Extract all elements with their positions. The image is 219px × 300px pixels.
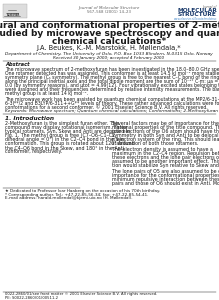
Text: chemical calculations*: chemical calculations* [52, 37, 166, 46]
Text: 6-3I**/2 and B3LYP/6-311++G** levels of theory. These rather advanced calculatio: 6-3I**/2 and B3LYP/6-311++G** levels of … [5, 101, 219, 106]
Text: pairs and those of O6 should exist in Anti. Moreover,: pairs and those of O6 should exist in An… [112, 182, 219, 187]
Text: Received 30 January 2000; accepted 4 February 2000: Received 30 January 2000; accepted 4 Feb… [53, 56, 164, 60]
Text: conformations for a second conformer. © 2001 Elsevier Science B.V. All rights re: conformations for a second conformer. © … [5, 105, 208, 110]
Text: Several factors may be of importance for the confor-: Several factors may be of importance for… [112, 122, 219, 127]
Text: dihedral angle = 0°) in the C2–C4 bond in the Syn: dihedral angle = 0°) in the C2–C4 bond i… [5, 137, 124, 142]
Text: Journal of: Journal of [203, 5, 217, 9]
Text: along the principal inertial axes and the total dipole moment are the sum of 10⁻: along the principal inertial axes and th… [5, 79, 219, 84]
Text: J.A. Beukes, K.-M. Marstokk, H. Møllendala,*: J.A. Beukes, K.-M. Marstokk, H. Møllenda… [37, 45, 181, 51]
Text: assumed to be another important effect. This interac-: assumed to be another important effect. … [112, 160, 219, 164]
Text: www.elsevier.nl/locate/molstruc: www.elsevier.nl/locate/molstruc [173, 17, 217, 21]
Text: maximum in the C2–C4 region. Repulsion between: maximum in the C2–C4 region. Repulsion b… [112, 152, 219, 157]
Text: ELSEVIER: ELSEVIER [7, 13, 20, 17]
Text: typical rotamers, Syn, Skew and Anti are depicted in: typical rotamers, Syn, Skew and Anti are… [5, 130, 130, 134]
Text: E-mail address: harald.mollendal@kjemi.uio.no (H. Møllendal).: E-mail address: harald.mollendal@kjemi.u… [5, 196, 132, 200]
Bar [3, 4, 27, 18]
Text: symmetry in both Syn and Anti to be delocalized into: symmetry in both Syn and Anti to be delo… [112, 134, 219, 139]
Text: conformer, respectively.: conformer, respectively. [5, 149, 62, 154]
Text: 567–568 (2001) 14–23: 567–568 (2001) 14–23 [87, 10, 131, 14]
Text: Department of Chemistry, The University of Oslo, P.O. Box 1033 Blindern, N-0315 : Department of Chemistry, The University … [5, 52, 213, 56]
Text: stabilization of both those rotamers.: stabilization of both those rotamers. [112, 142, 198, 146]
Text: 0.0 (by symmetry reasons), and μtot = 4.99(12). Four vibrationally excited state: 0.0 (by symmetry reasons), and μtot = 4.… [5, 83, 219, 88]
Text: The microwave work has been assisted by quantum chemical computations at the MP2: The microwave work has been assisted by … [5, 97, 219, 102]
Text: STRUCTURE: STRUCTURE [178, 13, 217, 17]
Text: Abstract: Abstract [5, 62, 30, 68]
Text: mational properties of the title compound. The lone: mational properties of the title compoun… [112, 125, 219, 130]
Text: these electrons and the lone pair electrons of O6 is: these electrons and the lone pair electr… [112, 155, 219, 160]
Text: conformation. This group is rotated about 120° around: conformation. This group is rotated abou… [5, 142, 135, 146]
Text: symmetry plane (Cₛ symmetry). The methyl group is free to the nearest C–C bond o: symmetry plane (Cₛ symmetry). The methyl… [5, 75, 219, 80]
Text: Keywords: Microwave spectrum; Quantum chemical calculations; Conformations; 2-Me: Keywords: Microwave spectrum; Quantum ch… [5, 110, 218, 113]
Text: The lone pairs of O5 are also assumed to be of: The lone pairs of O5 are also assumed to… [112, 169, 219, 175]
Text: One rotamer detected has was assigned. This conformer is at least 14.5 kJ mol⁻¹ : One rotamer detected has was assigned. T… [5, 71, 219, 76]
Text: PII: S0022-2860(01)00511-2: PII: S0022-2860(01)00511-2 [5, 296, 58, 300]
Text: Fig. 1. The methyl group is free (C7–O6–C1–C2: Fig. 1. The methyl group is free (C7–O6–… [5, 134, 115, 139]
Text: importance for the conformational properties. A: importance for the conformational proper… [112, 173, 219, 178]
Text: the C4–O6 bond in the Skew, and 180° in the Anti: the C4–O6 bond in the Skew, and 180° in … [5, 146, 124, 151]
Text: Journal of Molecular Structure: Journal of Molecular Structure [78, 6, 140, 10]
Text: tion would stabilize Syn relative to Skew and Anti.: tion would stabilize Syn relative to Ske… [112, 164, 219, 169]
Text: minimum repulsive interaction between these lone: minimum repulsive interaction between th… [112, 178, 219, 182]
Text: π electron system of the ring. This should lead to a: π electron system of the ring. This shou… [112, 137, 219, 142]
Text: 0022-2860/01/see front matter © 2001 Elsevier Science B.V. All rights reserved.: 0022-2860/01/see front matter © 2001 Els… [5, 292, 157, 296]
Text: 2-Methoxyfuran is the simplest furan ether. This: 2-Methoxyfuran is the simplest furan eth… [5, 122, 119, 127]
Text: ★ Dedicated to Professor Ivar Haaberg on the occasion of his 70th birthday.: ★ Dedicated to Professor Ivar Haaberg on… [5, 190, 160, 194]
Text: as studied by microwave spectroscopy and quantum: as studied by microwave spectroscopy and… [0, 29, 219, 38]
Text: The microwave spectrum of 2-methoxyfuran has been investigated in the 18.0–80.0 : The microwave spectrum of 2-methoxyfuran… [5, 68, 219, 73]
Text: compound may display rotational isomerism. Three: compound may display rotational isomeris… [5, 125, 127, 130]
Text: MOLECULAR: MOLECULAR [177, 8, 217, 14]
Text: were assigned and their frequencies determined by relative intensity measurement: were assigned and their frequencies dete… [5, 87, 219, 92]
Text: pair electrons of the O6 atom should have the right: pair electrons of the O6 atom should hav… [112, 130, 219, 134]
Text: 1. Introduction: 1. Introduction [5, 116, 54, 121]
Text: * Corresponding author. Tel.: +47-22-85-56-34; fax: +47-22-85-54-41.: * Corresponding author. Tel.: +47-22-85-… [5, 193, 148, 197]
Text: The structural and conformational properties of 2-methoxyfuran: The structural and conformational proper… [0, 22, 219, 31]
Text: The electron density is assumed to have a: The electron density is assumed to have … [112, 148, 213, 152]
Text: methyl group is at least 14 kJ mol⁻¹.: methyl group is at least 14 kJ mol⁻¹. [5, 91, 88, 96]
